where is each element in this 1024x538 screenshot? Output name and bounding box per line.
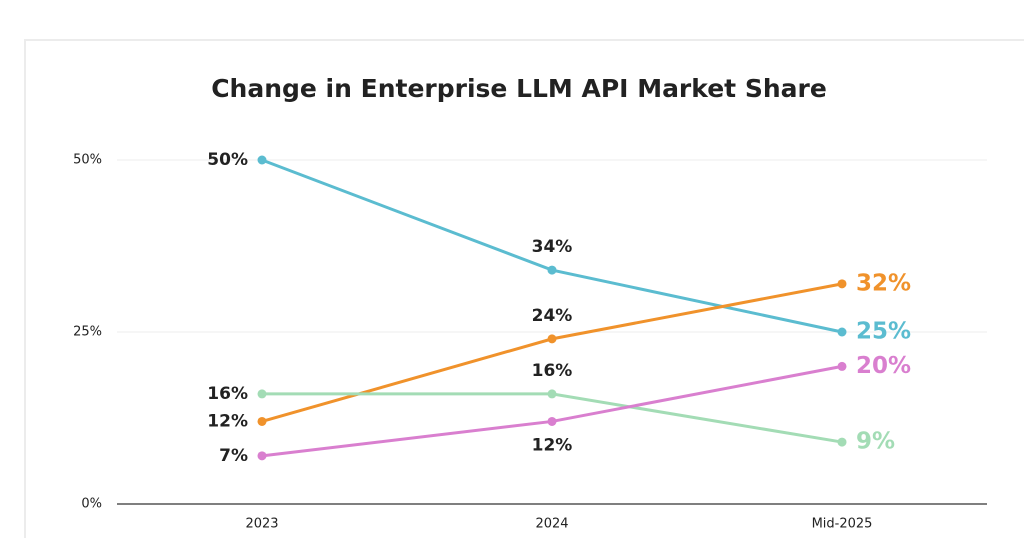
value-label: 34% bbox=[532, 237, 573, 257]
x-tick-label: 2023 bbox=[245, 517, 278, 532]
data-point bbox=[837, 327, 847, 337]
data-point bbox=[547, 334, 557, 344]
y-tick-label: 25% bbox=[73, 325, 102, 340]
value-label: 32% bbox=[856, 270, 911, 296]
x-tick-label: 2024 bbox=[535, 517, 568, 532]
data-point bbox=[547, 416, 557, 426]
data-point bbox=[257, 416, 267, 426]
card bbox=[24, 39, 1024, 538]
data-point bbox=[837, 279, 847, 289]
value-label: 50% bbox=[207, 150, 248, 170]
data-point bbox=[837, 361, 847, 371]
y-tick-label: 0% bbox=[81, 497, 102, 512]
x-tick-label: Mid-2025 bbox=[812, 517, 873, 532]
data-point bbox=[257, 451, 267, 461]
value-label: 7% bbox=[219, 446, 248, 466]
data-point bbox=[547, 389, 557, 399]
data-point bbox=[837, 437, 847, 447]
y-tick-label: 50% bbox=[73, 153, 102, 168]
value-label: 24% bbox=[532, 306, 573, 326]
value-label: 12% bbox=[207, 411, 248, 431]
value-label: 25% bbox=[856, 319, 911, 345]
value-label: 16% bbox=[207, 384, 248, 404]
data-point bbox=[547, 265, 557, 275]
value-label: 9% bbox=[856, 429, 895, 455]
data-point bbox=[257, 389, 267, 399]
value-label: 16% bbox=[532, 361, 573, 381]
chart-title: Change in Enterprise LLM API Market Shar… bbox=[211, 74, 827, 103]
value-label: 20% bbox=[856, 353, 911, 379]
value-label: 12% bbox=[532, 435, 573, 455]
data-point bbox=[257, 155, 267, 165]
